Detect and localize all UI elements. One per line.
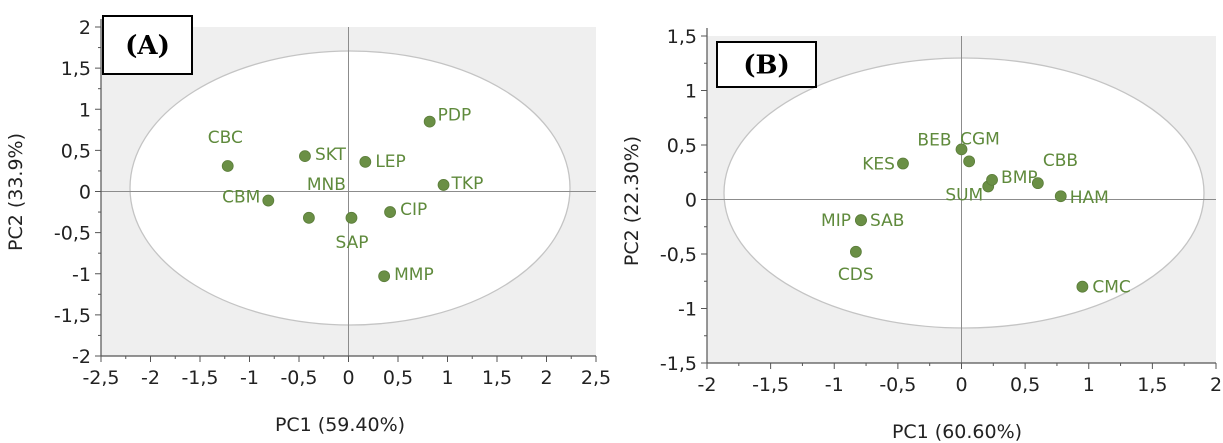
panel-b-x-tick-label: 0 <box>955 374 967 396</box>
panel-a-x-tick-label: 1,5 <box>482 367 512 389</box>
panel-a-y-tick-label: -1,5 <box>54 305 91 327</box>
panel-a-x-axis-label: PC1 (59.40%) <box>275 414 405 436</box>
panel-a-data-point-sap <box>345 211 358 224</box>
panel-b-chart: -2 -1,5 -1 -0,5 0 0,5 1 1,5 21,510,50-0,5-1-1,5P… <box>621 26 1222 443</box>
panel-a-x-tick-label: 0,5 <box>383 367 413 389</box>
panel-b-confidence-ellipse <box>723 57 1205 329</box>
panel-a-label: (A) <box>125 31 170 61</box>
panel-a-x-tick-label: 1 <box>441 367 453 389</box>
panel-b-point-label-kes: KES <box>862 155 895 175</box>
panel-b-x-tick-label: -1,5 <box>752 374 789 396</box>
panel-b-point-label-ham: HAM <box>1070 188 1109 208</box>
panel-b-x-tick-label: 0,5 <box>1010 374 1040 396</box>
panel-a-y-tick-label: 1 <box>79 99 91 121</box>
panel-b-y-tick-label: -1 <box>678 299 697 321</box>
panel-b-label-box <box>716 41 817 88</box>
panel-b-y-tick-label: 0,5 <box>667 135 697 157</box>
panel-a-point-label-pdp: PDP <box>438 106 472 126</box>
panel-a-y-tick-label: 0 <box>79 182 91 204</box>
panel-a-point-label-skt: SKT <box>315 145 347 165</box>
panel-a-x-tick-label: 0 <box>342 367 354 389</box>
panel-a-x-tick-label: -0,5 <box>280 367 317 389</box>
panel-a-y-tick-label: -1 <box>72 264 91 286</box>
panel-b-point-label-beb: BEB <box>917 130 951 150</box>
panel-b-y-tick-label: 1,5 <box>667 26 697 48</box>
panel-a-point-label-cbm: CBM <box>222 188 260 208</box>
panel-b-x-tick-label: -2 <box>698 374 717 396</box>
panel-a-data-point-cip <box>384 206 396 218</box>
panel-a-point-label-sap: SAP <box>335 233 368 253</box>
panel-a-x-tick-label: -1,5 <box>181 367 218 389</box>
panel-b-point-label-bmp: BMP <box>1001 168 1038 188</box>
panel-b-point-label-mip: MIP <box>821 211 851 231</box>
panel-a-x-tick-label: -1 <box>240 367 259 389</box>
panel-a-point-label-cip: CIP <box>400 200 427 220</box>
panel-b-y-axis-label: PC2 (22.30%) <box>621 136 643 266</box>
panel-b-x-tick-label: -0,5 <box>879 374 916 396</box>
panel-b-x-tick-label: 1,5 <box>1137 374 1167 396</box>
panel-b-y-tick-label: 1 <box>685 81 697 103</box>
panel-a-point-label-mnb: MNB <box>307 175 346 195</box>
panel-b-data-point-sab <box>855 214 867 227</box>
panel-b-data-point-bmp <box>986 173 998 186</box>
panel-a-x-tick-label: -2,5 <box>82 367 119 389</box>
panel-a-x-tick-label: 2,5 <box>581 367 611 389</box>
panel-a-data-point-pdp <box>423 115 436 128</box>
panel-a-x-tick-label: 2 <box>540 367 552 389</box>
panel-b-data-point-cbb <box>1031 177 1044 190</box>
panel-b-y-tick-label: -0,5 <box>660 244 697 266</box>
panel-b-point-label-cmc: CMC <box>1092 278 1130 298</box>
panel-a-chart: -2,5 -2 -1,5 -1 -0,5 0 0,5 1 1,5 2 2,521,510,50-0,… <box>5 15 611 436</box>
panel-b-point-label-cgm: CGM <box>960 129 1000 149</box>
panel-b-point-label-sum: SUM <box>945 185 983 205</box>
panel-a-y-tick-label: -2 <box>72 346 91 368</box>
panel-a-y-tick-label: 1,5 <box>61 58 91 80</box>
panel-a-x-tick-label: -2 <box>141 367 160 389</box>
panel-b-data-point-beb <box>955 143 968 156</box>
panel-a-y-tick-label: -0,5 <box>54 223 91 245</box>
panel-a-point-label-lep: LEP <box>375 152 405 172</box>
panel-a-confidence-ellipse <box>129 50 571 326</box>
panel-a-data-point-tkp <box>437 179 450 191</box>
panel-b-point-label-cds: CDS <box>838 265 874 285</box>
panel-a-point-label-mmp: MMP <box>394 265 434 285</box>
panel-b-data-point-cds <box>849 245 862 258</box>
panel-b-x-tick-label: 2 <box>1210 374 1222 396</box>
panel-b-data-point-cgm <box>963 155 976 168</box>
panel-a-y-tick-label: 2 <box>79 17 91 39</box>
panel-a-y-axis-label: PC2 (33.9%) <box>5 133 27 251</box>
panel-b-x-tick-label: -1 <box>825 374 844 396</box>
panel-b-point-label-sab: SAB <box>870 211 904 231</box>
panel-a-data-point-mnb <box>302 211 315 224</box>
panel-b-y-tick-label: 0 <box>685 190 697 212</box>
panel-a-y-tick-label: 0,5 <box>61 140 91 162</box>
panel-a-data-point-mmp <box>378 270 391 283</box>
panel-a-data-point-skt <box>299 150 311 163</box>
panel-b-point-label-cbb: CBB <box>1043 151 1078 171</box>
panel-b-y-tick-label: -1,5 <box>660 353 697 375</box>
panel-b-data-point-cmc <box>1076 280 1089 293</box>
panel-a-data-point-cbc <box>221 160 234 172</box>
panel-a-point-label-tkp: TKP <box>451 174 484 194</box>
panel-a-data-point-cbm <box>262 194 275 207</box>
panel-b-label: (B) <box>743 51 790 81</box>
panel-b-x-tick-label: 1 <box>1083 374 1095 396</box>
panel-a-data-point-lep <box>359 155 372 168</box>
panel-b-data-point-ham <box>1054 190 1067 203</box>
panel-b-data-point-kes <box>897 157 909 170</box>
panel-a-point-label-cbc: CBC <box>208 128 243 148</box>
panel-a-label-box <box>102 15 193 75</box>
panel-b-x-axis-label: PC1 (60.60%) <box>892 421 1022 443</box>
